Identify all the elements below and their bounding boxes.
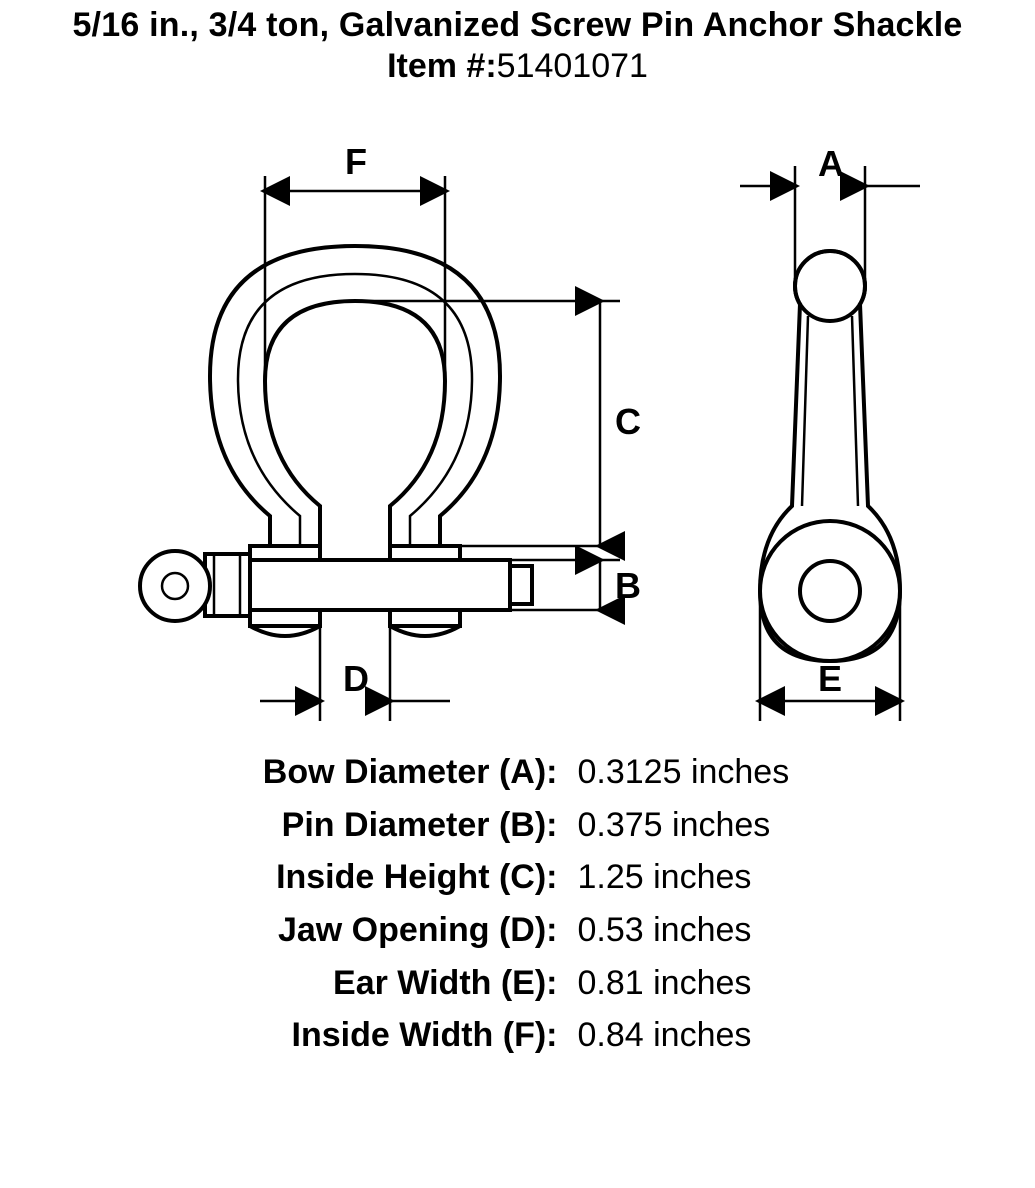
spec-label: Ear Width (E): <box>158 957 578 1010</box>
spec-label: Inside Width (F): <box>158 1009 578 1062</box>
spec-row: Jaw Opening (D): 0.53 inches <box>0 904 1035 957</box>
pin-eye-inner <box>162 573 188 599</box>
dim-letter-B: B <box>615 565 641 606</box>
spec-row: Inside Height (C): 1.25 inches <box>0 851 1035 904</box>
pin-right-stub <box>510 566 532 604</box>
side-pin-hole <box>800 561 860 621</box>
spec-row: Ear Width (E): 0.81 inches <box>0 957 1035 1010</box>
dim-letter-D: D <box>343 658 369 699</box>
spec-label: Bow Diameter (A): <box>158 746 578 799</box>
dim-D: D <box>260 626 450 721</box>
spec-label: Inside Height (C): <box>158 851 578 904</box>
spec-value: 0.81 inches <box>578 957 878 1010</box>
side-view: A E <box>740 143 920 721</box>
dim-letter-A: A <box>818 143 844 184</box>
product-title: 5/16 in., 3/4 ton, Galvanized Screw Pin … <box>0 6 1035 45</box>
spec-value: 0.53 inches <box>578 904 878 957</box>
spec-value: 0.375 inches <box>578 799 878 852</box>
spec-value: 0.3125 inches <box>578 746 878 799</box>
dim-letter-F: F <box>345 141 367 182</box>
dim-letter-C: C <box>615 401 641 442</box>
page: 5/16 in., 3/4 ton, Galvanized Screw Pin … <box>0 0 1035 1188</box>
spec-row: Bow Diameter (A): 0.3125 inches <box>0 746 1035 799</box>
diagram-svg: F C B <box>0 86 1035 736</box>
spec-row: Pin Diameter (B): 0.375 inches <box>0 799 1035 852</box>
item-number-value: 51401071 <box>497 47 648 85</box>
dim-F: F <box>265 141 445 386</box>
spec-table: Bow Diameter (A): 0.3125 inches Pin Diam… <box>0 746 1035 1062</box>
dim-letter-E: E <box>818 658 842 699</box>
spec-label: Pin Diameter (B): <box>158 799 578 852</box>
spec-value: 1.25 inches <box>578 851 878 904</box>
item-number-label: Item #: <box>387 47 497 85</box>
spec-row: Inside Width (F): 0.84 inches <box>0 1009 1035 1062</box>
pin-body <box>250 560 510 610</box>
spec-value: 0.84 inches <box>578 1009 878 1062</box>
technical-diagram: F C B <box>0 86 1035 736</box>
front-view: F C B <box>140 141 641 721</box>
title-block: 5/16 in., 3/4 ton, Galvanized Screw Pin … <box>0 0 1035 86</box>
spec-label: Jaw Opening (D): <box>158 904 578 957</box>
item-number-line: Item #:51401071 <box>0 47 1035 86</box>
